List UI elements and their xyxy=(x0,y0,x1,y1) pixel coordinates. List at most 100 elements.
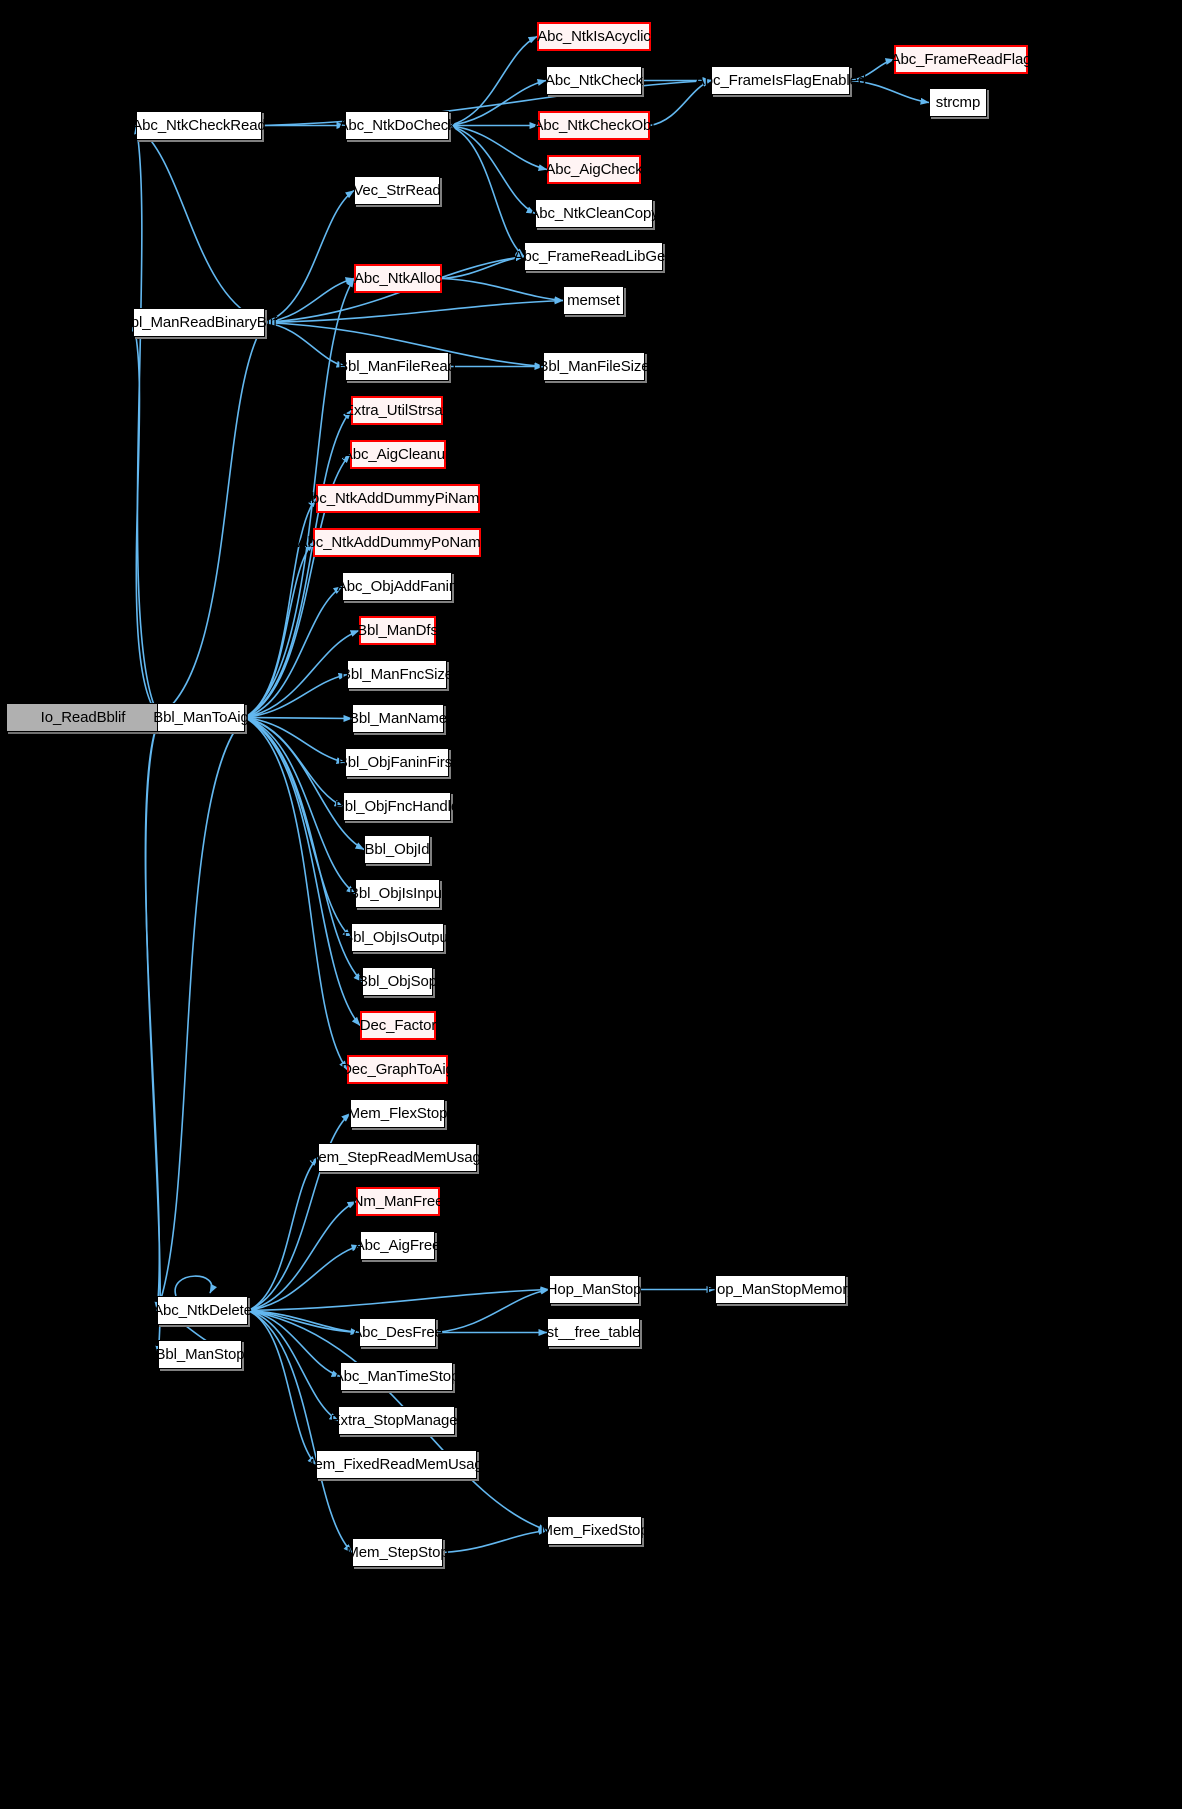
graph-node-bbl_objisinput[interactable]: Bbl_ObjIsInput xyxy=(349,879,446,908)
graph-node-abc_framereadlibgen[interactable]: Abc_FrameReadLibGen xyxy=(514,242,674,271)
graph-node-label: Abc_NtkIsAcyclic xyxy=(537,28,651,45)
graph-node-label: Bbl_ManDfs xyxy=(357,622,438,639)
graph-node-abc_ntkalloc[interactable]: Abc_NtkAlloc xyxy=(354,264,442,293)
graph-node-bbl_manname[interactable]: Bbl_ManName xyxy=(348,704,448,733)
graph-node-label: Bbl_ObjFaninFirst xyxy=(337,754,457,771)
graph-node-hop_manstopmemory[interactable]: Hop_ManStopMemory xyxy=(706,1275,855,1304)
graph-node-mem_flexstop[interactable]: Mem_FlexStop xyxy=(348,1099,447,1128)
graph-node-bbl_manstop[interactable]: Bbl_ManStop xyxy=(156,1340,245,1369)
graph-node-label: Nm_ManFree xyxy=(352,1193,444,1210)
graph-node-label: Extra_StopManager xyxy=(330,1412,463,1429)
graph-edge xyxy=(247,1309,339,1422)
graph-node-nm_manfree[interactable]: Nm_ManFree xyxy=(353,1187,443,1216)
graph-node-label: Abc_NtkAddDummyPiNames xyxy=(301,490,495,507)
graph-node-bbl_objfnchandle[interactable]: Bbl_ObjFncHandle xyxy=(335,792,459,821)
graph-node-mem_stepreadmemusage[interactable]: Mem_StepReadMemUsage xyxy=(306,1143,489,1172)
graph-node-label: Abc_ManTimeStop xyxy=(333,1368,460,1385)
graph-node-label: Abc_NtkCleanCopy xyxy=(529,205,659,222)
graph-node-hop_manstop[interactable]: Hop_ManStop xyxy=(547,1275,642,1304)
graph-node-abc_ntkcheckobj[interactable]: Abc_NtkCheckObj xyxy=(533,111,655,140)
graph-edge xyxy=(244,672,348,719)
graph-node-label: Bbl_ObjFncHandle xyxy=(334,798,460,815)
graph-edge xyxy=(441,277,564,304)
graph-edge xyxy=(448,124,548,172)
graph-node-st__free_table[interactable]: st__free_table xyxy=(547,1318,640,1347)
graph-node-label: Abc_AigCleanup xyxy=(342,446,454,463)
graph-node-bbl_objsop[interactable]: Bbl_ObjSop xyxy=(358,967,437,996)
graph-node-strcmp[interactable]: strcmp xyxy=(929,88,987,117)
graph-node-extra_stopmanager[interactable]: Extra_StopManager xyxy=(331,1406,462,1435)
graph-edge xyxy=(448,124,536,215)
graph-node-label: Dec_GraphToAig xyxy=(341,1061,454,1078)
graph-edge xyxy=(448,124,525,258)
graph-node-bbl_manreadbinaryblif[interactable]: Bbl_ManReadBinaryBlif xyxy=(121,308,277,337)
graph-node-abc_ntkcleancopy[interactable]: Abc_NtkCleanCopy xyxy=(529,199,659,228)
graph-node-bbl_objisoutput[interactable]: Bbl_ObjIsOutput xyxy=(343,923,452,952)
graph-node-abc_mantimestop[interactable]: Abc_ManTimeStop xyxy=(334,1362,459,1391)
graph-node-io_readbblif[interactable]: Io_ReadBblif xyxy=(6,703,160,732)
graph-node-label: Bbl_ManFileSize xyxy=(538,358,650,375)
graph-edge xyxy=(247,1156,319,1312)
graph-edge xyxy=(134,125,161,718)
graph-node-mem_fixedstop[interactable]: Mem_FixedStop xyxy=(541,1516,649,1545)
graph-node-bbl_mandfs[interactable]: Bbl_ManDfs xyxy=(357,616,438,645)
graph-node-abc_frameisflagenabled[interactable]: Abc_FrameIsFlagEnabled xyxy=(695,66,866,95)
graph-node-bbl_manfncsize[interactable]: Bbl_ManFncSize xyxy=(341,660,453,689)
graph-node-abc_objaddfanin[interactable]: Abc_ObjAddFanin xyxy=(337,572,457,601)
graph-edge xyxy=(244,716,365,851)
graph-node-abc_ntkcheckread[interactable]: Abc_NtkCheckRead xyxy=(132,111,266,140)
graph-node-label: Abc_ObjAddFanin xyxy=(336,578,458,595)
graph-node-abc_ntkdocheck[interactable]: Abc_NtkDoCheck xyxy=(339,111,456,140)
graph-edge xyxy=(244,585,343,719)
graph-edge xyxy=(441,254,525,280)
graph-node-label: Bbl_ManName xyxy=(348,710,448,727)
graph-node-label: Mem_FixedReadMemUsage xyxy=(302,1456,491,1473)
graph-edge xyxy=(442,1527,548,1554)
graph-node-memset[interactable]: memset xyxy=(563,286,624,315)
graph-node-vec_strread[interactable]: Vec_StrRead xyxy=(353,176,441,205)
graph-edge xyxy=(247,1286,550,1312)
graph-node-extra_utilstrsav[interactable]: Extra_UtilStrsav xyxy=(344,396,450,425)
graph-edge xyxy=(244,541,314,719)
graph-edge xyxy=(247,1309,353,1554)
graph-edge xyxy=(144,717,162,1311)
graph-node-abc_ntkadddummypinames[interactable]: Abc_NtkAddDummyPiNames xyxy=(301,484,495,513)
graph-node-label: Mem_FixedStop xyxy=(540,1522,649,1539)
graph-node-label: memset xyxy=(567,292,620,309)
graph-edge xyxy=(144,717,163,1355)
graph-node-abc_framereadflag[interactable]: Abc_FrameReadFlag xyxy=(891,45,1032,74)
graph-node-label: Abc_AigCheck xyxy=(545,161,643,178)
graph-node-dec_graphtoaig[interactable]: Dec_GraphToAig xyxy=(341,1055,454,1084)
graph-node-label: Bbl_ManFncSize xyxy=(341,666,453,683)
graph-node-bbl_objid[interactable]: Bbl_ObjId xyxy=(364,835,430,864)
graph-node-bbl_manfilesize[interactable]: Bbl_ManFileSize xyxy=(538,352,650,381)
graph-node-abc_ntkadddummyponames[interactable]: Abc_NtkAddDummyPoNames xyxy=(298,528,496,557)
graph-node-label: Abc_FrameReadFlag xyxy=(890,51,1032,68)
graph-node-abc_ntkisacyclic[interactable]: Abc_NtkIsAcyclic xyxy=(537,22,651,51)
graph-node-bbl_manfileread[interactable]: Bbl_ManFileRead xyxy=(338,352,456,381)
graph-edge xyxy=(448,79,547,127)
graph-node-label: Abc_NtkDelete xyxy=(153,1302,252,1319)
graph-edge xyxy=(247,1309,317,1466)
graph-node-bbl_mantoaig[interactable]: Bbl_ManToAig xyxy=(153,703,249,732)
graph-node-abc_ntkcheck[interactable]: Abc_NtkCheck xyxy=(545,66,643,95)
graph-node-bbl_objfaninfirst[interactable]: Bbl_ObjFaninFirst xyxy=(338,748,456,777)
graph-edge xyxy=(135,124,266,324)
graph-node-label: Abc_NtkDoCheck xyxy=(338,117,456,134)
graph-node-label: Abc_NtkCheckObj xyxy=(533,117,655,134)
graph-node-mem_stepstop[interactable]: Mem_StepStop xyxy=(346,1538,449,1567)
graph-edge xyxy=(156,322,266,719)
graph-node-dec_factor[interactable]: Dec_Factor xyxy=(360,1011,436,1040)
graph-node-mem_fixedreadmemusage[interactable]: Mem_FixedReadMemUsage xyxy=(302,1450,491,1479)
graph-edge xyxy=(435,1287,550,1334)
graph-node-label: strcmp xyxy=(935,94,981,111)
graph-node-abc_aigfree[interactable]: Abc_AigFree xyxy=(355,1231,440,1260)
graph-node-abc_ntkdelete[interactable]: Abc_NtkDelete xyxy=(153,1296,252,1325)
graph-node-abc_aigcleanup[interactable]: Abc_AigCleanup xyxy=(343,440,453,469)
graph-node-abc_desfree[interactable]: Abc_DesFree xyxy=(352,1318,443,1347)
graph-edge xyxy=(244,498,317,719)
graph-node-abc_aigcheck[interactable]: Abc_AigCheck xyxy=(545,155,643,184)
graph-edge xyxy=(264,277,355,324)
graph-edge xyxy=(247,1200,357,1312)
